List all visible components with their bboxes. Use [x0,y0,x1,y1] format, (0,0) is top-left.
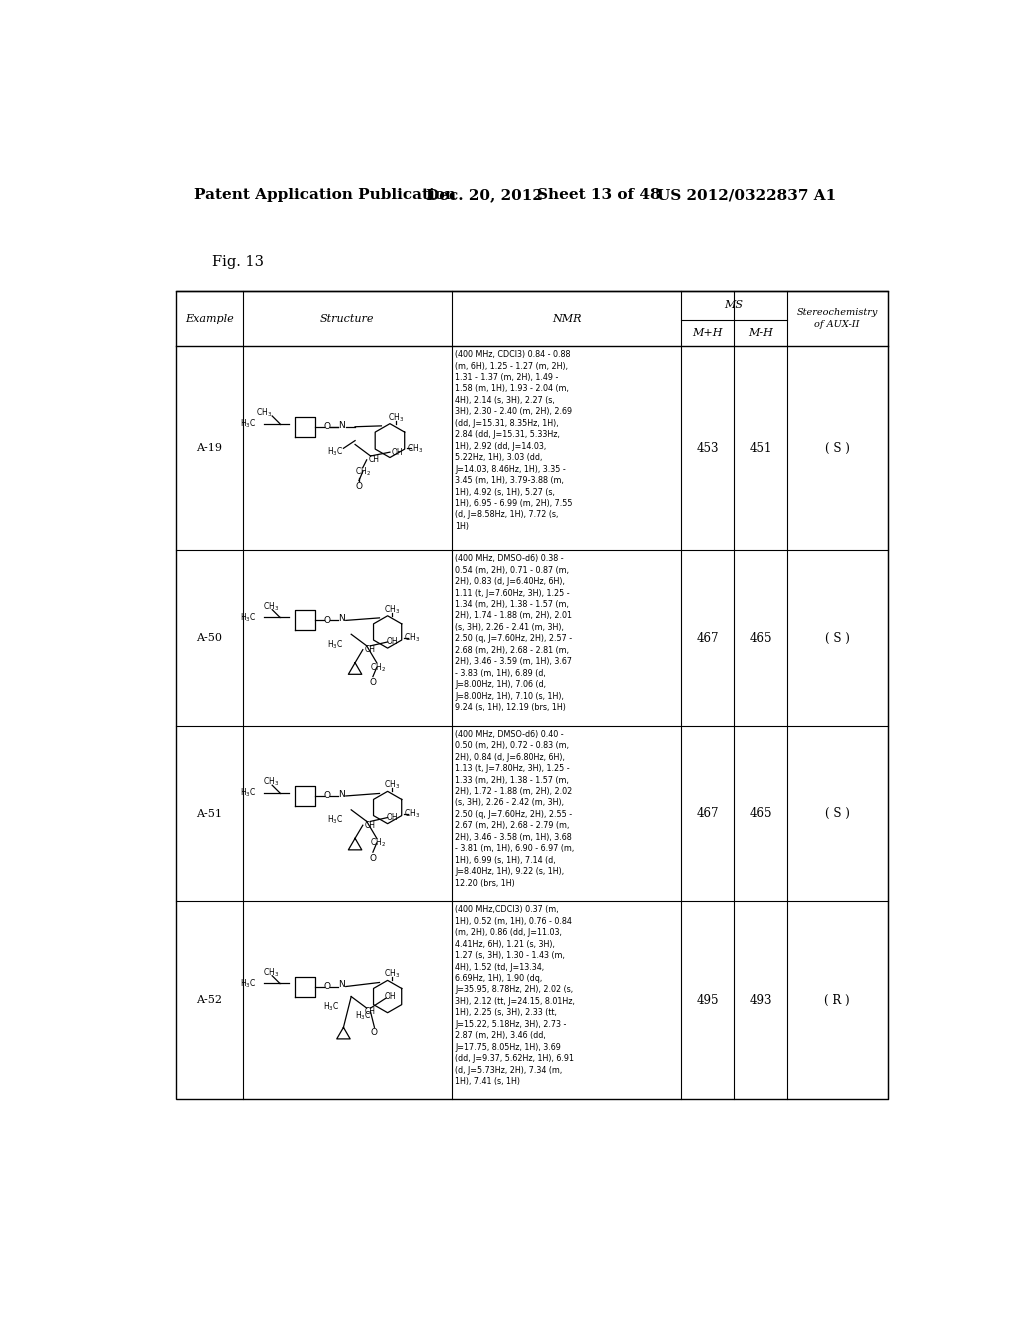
Text: 453: 453 [696,442,719,455]
Text: (400 MHz, DMSO-d6) 0.38 -
0.54 (m, 2H), 0.71 - 0.87 (m,
2H), 0.83 (d, J=6.40Hz, : (400 MHz, DMSO-d6) 0.38 - 0.54 (m, 2H), … [455,554,572,711]
Text: O: O [324,422,331,432]
Text: ( S ): ( S ) [824,807,850,820]
Text: A-52: A-52 [197,995,222,1006]
Text: OH: OH [386,638,398,647]
Text: (400 MHz, DMSO-d6) 0.40 -
0.50 (m, 2H), 0.72 - 0.83 (m,
2H), 0.84 (d, J=6.80Hz, : (400 MHz, DMSO-d6) 0.40 - 0.50 (m, 2H), … [455,730,574,887]
Text: ( R ): ( R ) [824,994,850,1007]
Text: A-19: A-19 [197,444,222,453]
Text: Sheet 13 of 48: Sheet 13 of 48 [538,189,660,202]
Text: Stereochemistry
of AUX-II: Stereochemistry of AUX-II [797,308,878,329]
Text: Dec. 20, 2012: Dec. 20, 2012 [426,189,544,202]
Text: CH: CH [366,645,376,655]
Text: CH$_3$: CH$_3$ [403,808,420,820]
Text: 451: 451 [750,442,772,455]
Text: OH: OH [386,813,398,822]
Text: H$_3$C: H$_3$C [241,611,257,623]
Text: Fig. 13: Fig. 13 [212,255,264,269]
Text: O: O [324,982,331,991]
Text: O: O [324,792,331,800]
Text: O: O [355,482,362,491]
Text: N: N [339,981,345,990]
Text: 467: 467 [696,631,719,644]
Text: N: N [339,421,345,430]
Text: OH: OH [392,447,403,457]
Text: (400 MHz, CDCl3) 0.84 - 0.88
(m, 6H), 1.25 - 1.27 (m, 2H),
1.31 - 1.37 (m, 2H), : (400 MHz, CDCl3) 0.84 - 0.88 (m, 6H), 1.… [455,350,572,531]
Text: CH$_3$: CH$_3$ [256,407,272,420]
Text: 467: 467 [696,807,719,820]
Text: Example: Example [185,314,233,323]
Text: H$_3$C: H$_3$C [327,638,343,651]
Text: N: N [339,789,345,799]
Text: 465: 465 [750,631,772,644]
Text: OH: OH [384,993,395,1001]
Text: CH: CH [369,455,380,465]
Text: Structure: Structure [321,314,375,323]
Text: CH$_2$: CH$_2$ [371,837,386,849]
Text: CH: CH [366,821,376,830]
Text: H$_3$C: H$_3$C [327,446,343,458]
Text: H$_3$C: H$_3$C [241,417,257,430]
Text: (400 MHz,CDCl3) 0.37 (m,
1H), 0.52 (m, 1H), 0.76 - 0.84
(m, 2H), 0.86 (dd, J=11.: (400 MHz,CDCl3) 0.37 (m, 1H), 0.52 (m, 1… [455,906,574,1086]
Text: H$_3$C: H$_3$C [327,813,343,826]
Text: O: O [370,678,377,688]
Text: CH$_3$: CH$_3$ [403,632,420,644]
Text: N: N [339,614,345,623]
Text: A-51: A-51 [197,809,222,818]
Text: NMR: NMR [552,314,582,323]
Text: H$_3$C: H$_3$C [241,787,257,799]
Text: CH$_3$: CH$_3$ [262,966,279,979]
Text: ( S ): ( S ) [824,631,850,644]
Text: CH$_3$: CH$_3$ [384,968,400,981]
Text: CH$_3$: CH$_3$ [407,442,423,454]
Text: O: O [324,616,331,624]
Text: CH$_3$: CH$_3$ [262,776,279,788]
Text: CH$_3$: CH$_3$ [384,603,400,616]
Text: CH$_3$: CH$_3$ [262,601,279,612]
Text: M-H: M-H [748,329,773,338]
Text: 495: 495 [696,994,719,1007]
Text: ( S ): ( S ) [824,442,850,455]
Text: CH$_3$: CH$_3$ [388,412,404,424]
Bar [176,290,888,1100]
Text: CH: CH [366,1007,376,1016]
Text: O: O [370,854,377,863]
Text: M+H: M+H [692,329,723,338]
Text: 493: 493 [750,994,772,1007]
Text: CH$_2$: CH$_2$ [371,661,386,673]
Text: H$_3$C: H$_3$C [355,1010,372,1022]
Text: CH$_3$: CH$_3$ [384,779,400,792]
Text: H$_3$C: H$_3$C [324,1001,340,1012]
Text: H$_3$C: H$_3$C [241,977,257,990]
Text: MS: MS [725,301,743,310]
Text: US 2012/0322837 A1: US 2012/0322837 A1 [656,189,836,202]
Text: CH$_2$: CH$_2$ [354,465,371,478]
Text: O: O [371,1028,378,1038]
Text: A-50: A-50 [197,634,222,643]
Text: 465: 465 [750,807,772,820]
Text: Patent Application Publication: Patent Application Publication [194,189,456,202]
